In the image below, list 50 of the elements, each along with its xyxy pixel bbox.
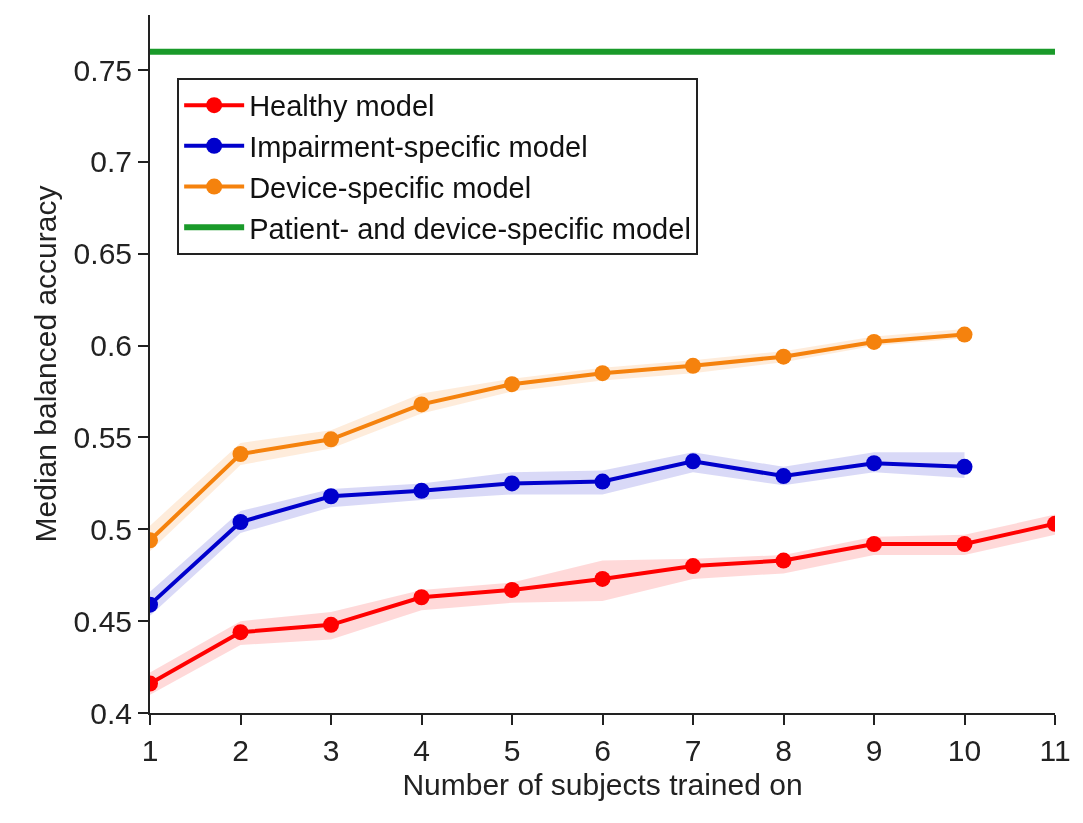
y-tick-label: 0.4 — [90, 696, 132, 730]
x-tick-label: 3 — [322, 734, 340, 767]
point — [413, 482, 430, 499]
x-tick-label: 1 — [141, 734, 159, 767]
y-tick-label: 0.6 — [90, 329, 132, 363]
point — [866, 455, 882, 472]
x-tick-label: 8 — [775, 734, 792, 767]
x-tick-label: 4 — [413, 734, 430, 767]
point — [956, 458, 973, 475]
y-tick-label: 0.7 — [90, 145, 132, 179]
y-axis-title: Median balanced accuracy — [29, 185, 63, 543]
point — [775, 468, 792, 485]
point — [323, 616, 339, 633]
point — [323, 488, 339, 505]
point — [956, 536, 973, 552]
x-tick-label: 9 — [865, 734, 883, 767]
point — [504, 581, 520, 598]
point — [685, 357, 701, 374]
x-tick-label: 6 — [594, 734, 611, 767]
x-tick-label: 7 — [684, 734, 702, 767]
legend-label: Impairment-specific model — [249, 131, 588, 164]
point — [232, 513, 249, 530]
point — [413, 396, 430, 413]
y-tick-label: 0.45 — [73, 604, 132, 638]
x-tick-label: 10 — [947, 734, 982, 767]
point — [775, 552, 792, 569]
point — [594, 473, 611, 490]
x-axis-title: Number of subjects trained on — [402, 768, 803, 801]
legend-label: Patient- and device-specific model — [249, 212, 691, 245]
legend-label: Device-specific model — [249, 171, 532, 204]
point — [504, 376, 520, 393]
y-tick-label: 0.55 — [73, 420, 132, 454]
y-tick-label: 0.65 — [73, 237, 132, 271]
point — [413, 589, 430, 606]
x-tick-label: 11 — [1039, 734, 1071, 767]
point — [232, 624, 249, 641]
x-tick-label: 2 — [232, 734, 249, 767]
x-tick-label: 5 — [503, 734, 521, 767]
legend-label: Healthy model — [249, 90, 435, 123]
y-tick-label: 0.5 — [90, 512, 132, 546]
point — [685, 453, 701, 470]
y-tick-label: 0.75 — [73, 53, 132, 87]
point — [866, 536, 882, 552]
point — [504, 475, 520, 492]
point — [956, 326, 973, 343]
point — [594, 570, 611, 587]
point — [594, 365, 611, 382]
point — [323, 431, 339, 448]
point — [685, 558, 701, 575]
point — [232, 446, 249, 462]
